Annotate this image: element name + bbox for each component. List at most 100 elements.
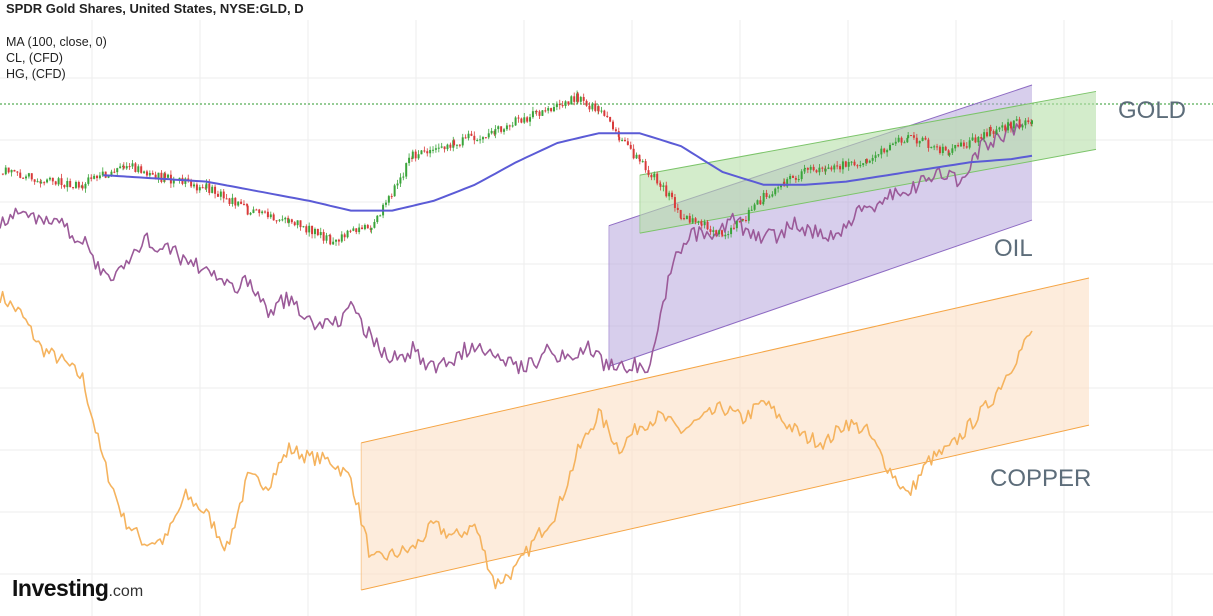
gold-candle-body — [742, 219, 745, 221]
gold-candle-body — [96, 175, 99, 179]
gold-candle-body — [305, 226, 308, 233]
gold-candle-body — [503, 129, 506, 132]
gold-candle-body — [293, 222, 296, 226]
gold-candle-body — [216, 193, 219, 197]
gold-candle-body — [479, 139, 482, 141]
gold-candle-body — [644, 161, 647, 171]
gold-candle-body — [709, 229, 712, 232]
investing-logo: Investing.com — [12, 575, 143, 602]
gold-candle-body — [594, 103, 597, 111]
gold-candle-body — [228, 198, 231, 204]
gold-candle-body — [600, 110, 603, 112]
gold-candle-body — [635, 154, 638, 159]
gold-candle-body — [986, 132, 989, 137]
cl-channel-bottom — [608, 219, 1033, 367]
gold-candle-body — [671, 192, 674, 198]
gold-candle-body — [907, 135, 910, 138]
gold-candle-body — [839, 166, 842, 170]
gold-candle-body — [727, 234, 730, 236]
gold-candle-body — [910, 135, 913, 137]
gold-candle-body — [148, 172, 151, 176]
gold-candle-body — [762, 201, 765, 205]
gold-candle-body — [51, 177, 54, 182]
gold-candle-body — [426, 151, 429, 154]
gold-candle-body — [944, 146, 947, 151]
gold-candle-body — [700, 224, 703, 226]
gold-candle-body — [614, 129, 617, 132]
gold-candle-body — [812, 166, 815, 171]
gold-candle-body — [87, 177, 90, 184]
gold-candle-body — [850, 161, 853, 163]
logo-suffix: .com — [108, 583, 144, 600]
gold-candle-body — [555, 103, 558, 108]
gold-candle-body — [249, 212, 252, 215]
gold-candle-body — [358, 227, 361, 233]
indicator-cl[interactable]: CL, (CFD) — [6, 51, 63, 65]
gold-candle-body — [803, 168, 806, 172]
gold-candle-body — [659, 183, 662, 185]
gold-candle-body — [668, 192, 671, 197]
gold-candle-body — [700, 221, 703, 225]
gold-candle-body — [231, 197, 234, 204]
gold-candle-body — [691, 218, 694, 223]
gold-candle-body — [706, 221, 709, 230]
gold-candle-body — [408, 157, 411, 164]
gold-candle-body — [962, 142, 965, 147]
gold-candle-body — [246, 205, 249, 215]
indicator-ma[interactable]: MA (100, close, 0) — [6, 35, 107, 49]
gold-candle-body — [414, 151, 417, 159]
gold-candle-body — [765, 192, 768, 197]
gold-candle-body — [30, 173, 33, 180]
gold-candle-body — [786, 179, 789, 187]
gold-candle-body — [529, 117, 532, 122]
gold-candle-body — [800, 171, 803, 180]
gold-candle-body — [629, 144, 632, 149]
gold-candle-body — [266, 211, 269, 218]
gold-candle-body — [827, 167, 830, 169]
gold-candle-body — [74, 182, 77, 188]
gold-candle-body — [570, 96, 573, 105]
gold-candle-body — [535, 111, 538, 113]
gold-candle-body — [366, 225, 369, 229]
gold-candle-body — [455, 144, 458, 146]
gold-candle-body — [862, 163, 865, 165]
gold-candle-body — [665, 185, 668, 197]
gold-candle-body — [22, 177, 25, 179]
gold-candle-body — [544, 110, 547, 112]
gold-candle-body — [332, 241, 335, 245]
gold-candle-body — [992, 131, 995, 134]
gold-candle-body — [449, 144, 452, 148]
gold-candle-body — [744, 220, 747, 222]
gold-candle-body — [500, 126, 503, 132]
gold-candle-body — [157, 172, 160, 179]
gold-candle-body — [830, 167, 833, 170]
gold-candle-body — [255, 209, 258, 211]
gold-candle-body — [650, 175, 653, 178]
gold-candle-body — [340, 234, 343, 242]
gold-candle-body — [208, 183, 211, 193]
gold-candle-body — [694, 218, 697, 222]
gold-candle-body — [821, 167, 824, 169]
gold-candle-body — [40, 182, 43, 184]
gold-candle-body — [680, 217, 683, 219]
gold-candle-body — [738, 221, 741, 223]
gold-candle-body — [720, 230, 723, 235]
gld-channel-top — [639, 90, 1097, 176]
gold-candle-body — [308, 225, 311, 233]
gold-candle-body — [60, 178, 63, 186]
indicator-hg[interactable]: HG, (CFD) — [6, 67, 66, 81]
gold-candle-body — [122, 165, 125, 169]
gold-candle-body — [912, 135, 915, 138]
gold-candle-body — [290, 219, 293, 223]
gold-candle-body — [434, 148, 437, 150]
gold-candle-body — [980, 137, 983, 139]
gold-candle-body — [417, 154, 420, 159]
gold-candle-body — [951, 148, 954, 153]
gold-candle-body — [756, 200, 759, 205]
gold-candle-body — [844, 161, 847, 167]
gold-candle-body — [446, 144, 449, 150]
gold-candle-body — [774, 188, 777, 195]
gold-candle-body — [612, 121, 615, 130]
gold-candle-body — [261, 211, 264, 214]
